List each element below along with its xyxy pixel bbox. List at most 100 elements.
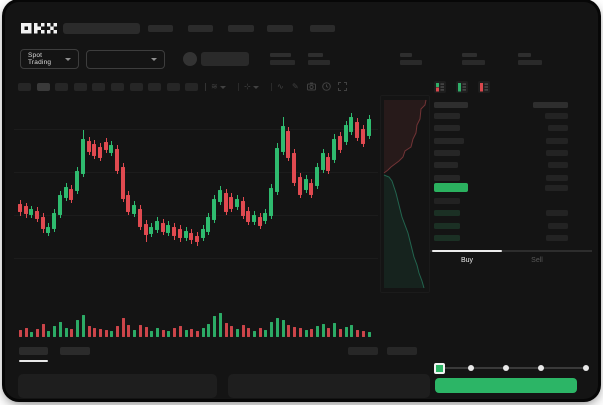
footer-panel[interactable] [228, 374, 430, 398]
candle-body [58, 195, 62, 215]
ask-row[interactable] [430, 174, 592, 182]
ask-row[interactable] [430, 124, 592, 132]
nav-item[interactable] [228, 25, 254, 32]
ask-row[interactable] [430, 137, 592, 145]
volume-bar [115, 326, 119, 337]
slider-stop-dot[interactable] [468, 365, 474, 371]
tab-buy[interactable]: Buy [460, 257, 474, 264]
candle-body [149, 227, 153, 234]
candle-body [206, 217, 210, 232]
volume-bar [235, 329, 239, 337]
ticker-stat-label [400, 53, 412, 57]
candle-body [298, 177, 302, 195]
candle-body [155, 221, 159, 230]
nav-item[interactable] [267, 25, 293, 32]
volume-bar [126, 325, 130, 337]
footer-action[interactable] [348, 347, 378, 355]
okx-logo[interactable] [21, 22, 57, 34]
timeframe-button[interactable] [166, 83, 180, 91]
candle-body [115, 149, 119, 171]
footer-tab[interactable] [19, 347, 48, 355]
timeframe-button[interactable] [111, 83, 124, 91]
bid-row[interactable] [430, 197, 592, 205]
book-combined-view-icon[interactable] [434, 80, 446, 98]
volume-bar [275, 318, 279, 337]
slider-stop-dot[interactable] [538, 365, 544, 371]
candle-body [218, 190, 222, 202]
amount-slider-track[interactable] [437, 367, 588, 369]
volume-bar [212, 316, 216, 337]
candle-body [332, 139, 336, 160]
ask-price-bar [434, 149, 460, 156]
clock-icon[interactable] [322, 82, 331, 94]
footer-action[interactable] [387, 347, 417, 355]
last-price-amount-bar [545, 184, 568, 191]
indicator-dropdown[interactable]: ≋ [211, 82, 226, 92]
volume-bar [184, 330, 188, 337]
buy-tab-indicator [432, 250, 502, 252]
volume-bar [104, 330, 108, 337]
okx-logo-icon [21, 23, 57, 34]
slider-stop-dot[interactable] [583, 365, 589, 371]
pair-selector-dropdown[interactable] [86, 50, 165, 69]
ask-row[interactable] [430, 149, 592, 157]
candle-body [212, 199, 216, 220]
timeframe-button[interactable] [36, 83, 50, 91]
footer-panel[interactable] [18, 374, 217, 398]
orderbook-panel [430, 75, 592, 251]
candle-body [41, 217, 45, 229]
bid-row[interactable] [430, 222, 592, 230]
slider-stop-dot[interactable] [503, 365, 509, 371]
volume-bar [81, 315, 85, 337]
candle-body [304, 179, 308, 190]
timeframe-button[interactable] [92, 83, 106, 91]
volume-bar [218, 313, 222, 337]
depth-bids-area [384, 175, 424, 288]
timeframe-button[interactable] [18, 83, 31, 91]
overlay-dropdown[interactable]: ⊹ [244, 82, 259, 92]
volume-bar [35, 329, 39, 337]
volume-bar [29, 332, 33, 337]
tab-sell[interactable]: Sell [531, 257, 543, 264]
bid-row[interactable] [430, 209, 592, 217]
ask-row[interactable] [430, 112, 592, 120]
timeframe-button[interactable] [185, 83, 199, 91]
volume-bar [361, 331, 365, 337]
bid-row[interactable] [430, 234, 592, 242]
depth-asks-area [384, 100, 426, 173]
chart-canvas[interactable] [5, 95, 430, 345]
volume-bar [206, 324, 210, 337]
draw-icon[interactable]: ✎ [292, 82, 299, 91]
line-type-icon[interactable]: ∿ [277, 82, 284, 91]
candle-body [309, 183, 313, 195]
book-bids-view-icon[interactable] [456, 80, 468, 98]
candle-body [81, 139, 85, 174]
footer-tab[interactable] [60, 347, 90, 355]
volume-bar [87, 326, 91, 337]
timeframe-button[interactable] [129, 83, 143, 91]
candle-body [338, 136, 342, 150]
ask-price-bar [434, 113, 460, 119]
timeframe-button[interactable] [148, 83, 162, 91]
ask-amount-bar [548, 162, 568, 169]
timeframe-button[interactable] [55, 83, 69, 91]
ask-row[interactable] [430, 161, 592, 169]
candle-body [75, 171, 79, 191]
last-price-row[interactable] [430, 183, 592, 193]
buy-submit-button[interactable] [435, 378, 577, 393]
book-asks-view-icon[interactable] [478, 80, 490, 98]
search-input[interactable] [63, 23, 140, 34]
candle-body [263, 213, 267, 221]
timeframe-button[interactable] [73, 83, 87, 91]
bid-amount-bar [546, 234, 568, 241]
candle-body [121, 167, 125, 199]
ticker-stat-label [518, 53, 531, 57]
nav-item[interactable] [148, 25, 173, 32]
nav-item[interactable] [310, 25, 335, 32]
volume-bar [155, 328, 159, 337]
camera-icon[interactable] [307, 82, 316, 94]
slider-handle[interactable] [434, 363, 445, 374]
market-type-dropdown[interactable]: Spot Trading [20, 49, 79, 69]
fullscreen-icon[interactable] [338, 82, 347, 94]
nav-item[interactable] [188, 25, 213, 32]
